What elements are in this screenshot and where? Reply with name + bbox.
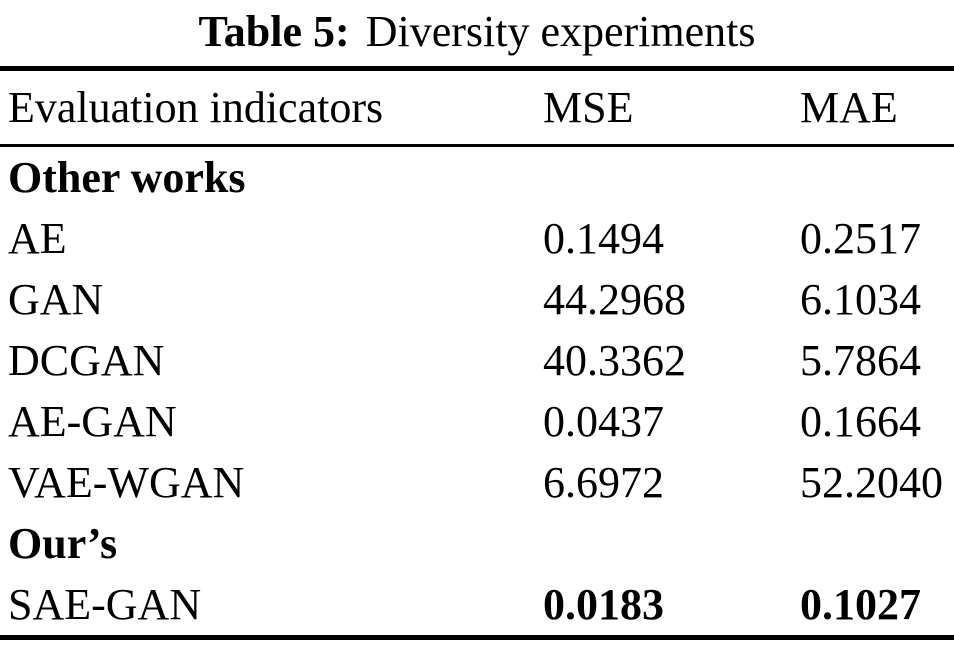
column-header-evaluation-indicators: Evaluation indicators bbox=[0, 68, 535, 147]
column-header-mae: MAE bbox=[792, 68, 954, 147]
cell-mse-value bbox=[535, 146, 792, 209]
table-row: AE-GAN 0.0437 0.1664 bbox=[0, 391, 954, 452]
cell-mae-value bbox=[792, 146, 954, 209]
cell-method: AE bbox=[8, 214, 67, 263]
table-row: DCGAN 40.3362 5.7864 bbox=[0, 330, 954, 391]
cell-mse-value: 40.3362 bbox=[543, 336, 686, 385]
header-row: Evaluation indicators MSE MAE bbox=[0, 68, 954, 147]
table-figure: Table 5: Diversity experiments Evaluation… bbox=[0, 0, 954, 640]
table-row: SAE-GAN 0.0183 0.1027 bbox=[0, 574, 954, 638]
cell-mae-value: 0.1027 bbox=[800, 580, 921, 629]
section-row: Other works bbox=[0, 146, 954, 209]
cell-method: DCGAN bbox=[8, 336, 165, 385]
cell-method: Other works bbox=[8, 153, 246, 202]
cell-method: SAE-GAN bbox=[8, 580, 202, 629]
cell-mse-value: 0.0183 bbox=[543, 580, 664, 629]
cell-mae-value bbox=[792, 513, 954, 574]
cell-mse-value bbox=[535, 513, 792, 574]
cell-method: Our’s bbox=[8, 519, 118, 568]
table-row: AE 0.1494 0.2517 bbox=[0, 208, 954, 269]
cell-method: VAE-WGAN bbox=[8, 458, 245, 507]
table-row: GAN 44.2968 6.1034 bbox=[0, 269, 954, 330]
table-caption-text: Diversity experiments bbox=[365, 7, 756, 56]
column-header-mse: MSE bbox=[535, 68, 792, 147]
diversity-experiments-table: Evaluation indicators MSE MAE Other work… bbox=[0, 66, 954, 640]
table-caption: Table 5: Diversity experiments bbox=[0, 0, 954, 66]
cell-method: GAN bbox=[8, 275, 104, 324]
cell-mae-value: 0.1664 bbox=[800, 397, 921, 446]
cell-mse-value: 6.6972 bbox=[543, 458, 664, 507]
cell-mse-value: 44.2968 bbox=[543, 275, 686, 324]
cell-mae-value: 52.2040 bbox=[800, 458, 943, 507]
table-caption-label: Table 5: bbox=[198, 7, 350, 56]
cell-mse-value: 0.0437 bbox=[543, 397, 664, 446]
section-row: Our’s bbox=[0, 513, 954, 574]
table-row: VAE-WGAN 6.6972 52.2040 bbox=[0, 452, 954, 513]
cell-mae-value: 5.7864 bbox=[800, 336, 921, 385]
cell-mse-value: 0.1494 bbox=[543, 214, 664, 263]
cell-mae-value: 6.1034 bbox=[800, 275, 921, 324]
cell-method: AE-GAN bbox=[8, 397, 177, 446]
cell-mae-value: 0.2517 bbox=[800, 214, 921, 263]
